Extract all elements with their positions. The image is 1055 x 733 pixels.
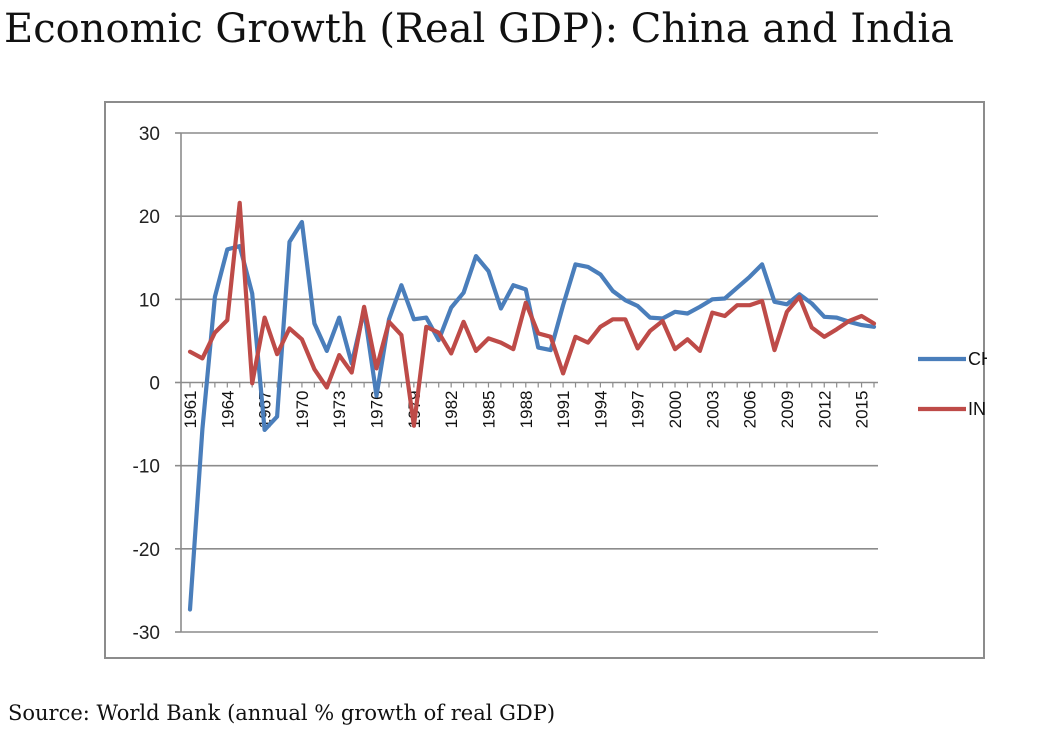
y-tick-label: -20 (133, 540, 160, 561)
x-tick-label: 1982 (442, 391, 461, 429)
x-tick-label: 1973 (330, 391, 349, 429)
x-tick-label: 1964 (218, 391, 237, 429)
x-tick-label: 1994 (591, 391, 610, 429)
y-tick-label: -30 (133, 623, 160, 644)
legend-label: IND (968, 399, 987, 419)
y-tick-label: 30 (139, 124, 160, 145)
x-tick-label: 2015 (853, 391, 872, 429)
x-tick-label: 1970 (293, 391, 312, 429)
chart-frame: -30 -20 -10 0 10 20 30 1961 1964 1967 1970 1973 1976… (104, 101, 987, 659)
y-tick-label: 10 (139, 290, 160, 311)
series-lines (187, 200, 877, 612)
y-tick-label: 20 (139, 207, 160, 228)
x-tick-label: 1976 (368, 391, 387, 429)
x-tick-label: 2006 (741, 391, 760, 429)
page-title: Economic Growth (Real GDP): China and In… (4, 6, 955, 52)
y-tick-label: -10 (133, 457, 160, 478)
source-note: Source: World Bank (annual % growth of r… (8, 701, 556, 725)
x-tick-label: 2000 (666, 391, 685, 429)
legend-label: CHN (968, 349, 987, 369)
gridlines (181, 132, 878, 633)
y-tick-label: 0 (149, 374, 160, 395)
legend: CHN IND (918, 349, 987, 419)
x-tick-label: 1985 (479, 391, 498, 429)
x-tick-label: 1997 (629, 391, 648, 429)
x-tick-label: 1988 (517, 391, 536, 429)
x-tick-label: 2003 (703, 391, 722, 429)
x-tick-label: 1991 (554, 391, 573, 429)
series-line-ind (187, 200, 877, 428)
x-tick-label: 2009 (778, 391, 797, 429)
x-tick-label: 2012 (815, 391, 834, 429)
x-tick-label: 1961 (181, 391, 200, 429)
